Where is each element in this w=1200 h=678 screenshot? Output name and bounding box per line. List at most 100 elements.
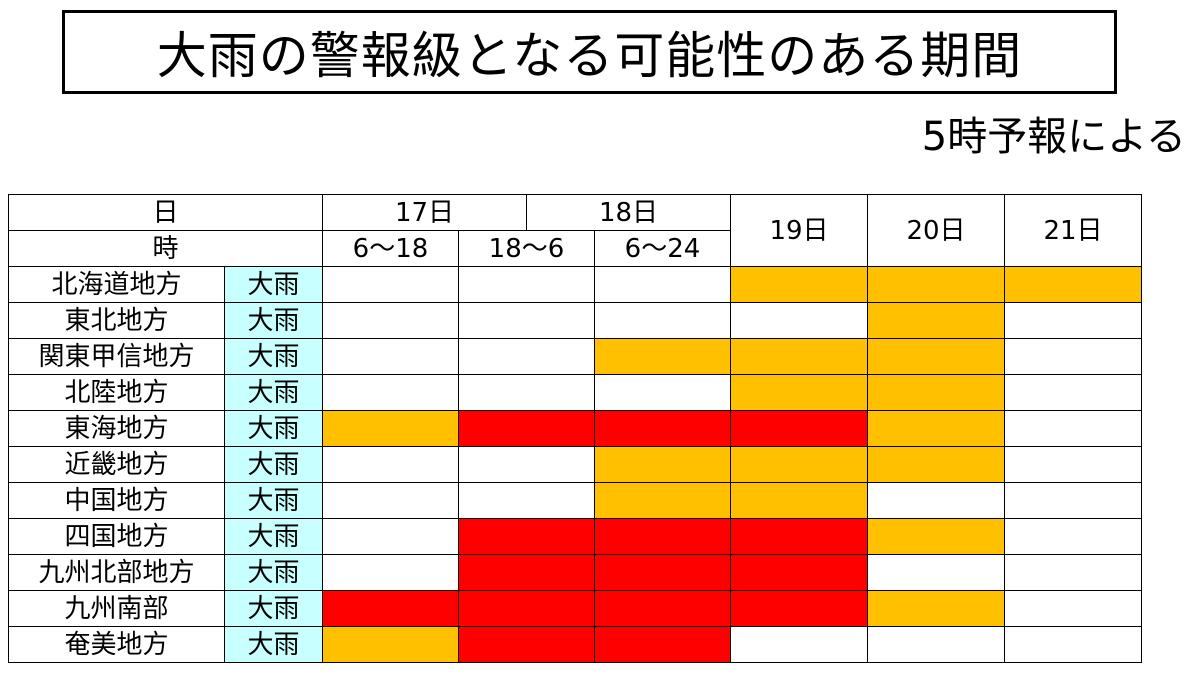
period-cell-d17-6-18 xyxy=(322,302,459,339)
warning-type: 大雨 xyxy=(224,482,323,519)
period-cell-d21 xyxy=(1004,446,1142,483)
period-cell-d21 xyxy=(1004,590,1142,627)
table-row: 奄美地方 大雨 xyxy=(8,626,1142,663)
period-cell-d21 xyxy=(1004,302,1142,339)
header-day-18: 18日 xyxy=(526,194,731,231)
period-cell-d17-6-18 xyxy=(322,590,459,627)
region-name: 九州北部地方 xyxy=(8,554,225,591)
warning-period-table: 日 17日 18日 19日 20日 21日 時 6～18 18～6 6～24 北… xyxy=(8,194,1142,663)
header-day-20: 20日 xyxy=(867,194,1005,267)
region-name: 九州南部 xyxy=(8,590,225,627)
period-cell-d17-18-6 xyxy=(458,554,595,591)
table-row: 中国地方 大雨 xyxy=(8,482,1142,519)
period-cell-d18-6-24 xyxy=(594,554,731,591)
warning-type: 大雨 xyxy=(224,446,323,483)
period-cell-d18-6-24 xyxy=(594,482,731,519)
period-cell-d19 xyxy=(730,518,868,555)
period-cell-d20 xyxy=(867,338,1005,375)
period-cell-d21 xyxy=(1004,338,1142,375)
period-cell-d19 xyxy=(730,446,868,483)
region-name: 東海地方 xyxy=(8,410,225,447)
period-cell-d17-6-18 xyxy=(322,374,459,411)
period-cell-d19 xyxy=(730,338,868,375)
period-cell-d19 xyxy=(730,266,868,303)
table-row: 関東甲信地方 大雨 xyxy=(8,338,1142,375)
period-cell-d17-6-18 xyxy=(322,266,459,303)
period-cell-d20 xyxy=(867,626,1005,663)
period-cell-d18-6-24 xyxy=(594,338,731,375)
period-cell-d20 xyxy=(867,590,1005,627)
region-name: 東北地方 xyxy=(8,302,225,339)
region-name: 近畿地方 xyxy=(8,446,225,483)
header-day-21: 21日 xyxy=(1004,194,1142,267)
period-cell-d20 xyxy=(867,554,1005,591)
period-cell-d21 xyxy=(1004,482,1142,519)
period-cell-d18-6-24 xyxy=(594,518,731,555)
table-row: 北陸地方 大雨 xyxy=(8,374,1142,411)
period-cell-d17-6-18 xyxy=(322,446,459,483)
period-cell-d21 xyxy=(1004,554,1142,591)
period-cell-d20 xyxy=(867,446,1005,483)
period-cell-d17-18-6 xyxy=(458,374,595,411)
period-cell-d21 xyxy=(1004,266,1142,303)
period-cell-d18-6-24 xyxy=(594,626,731,663)
table-row: 東北地方 大雨 xyxy=(8,302,1142,339)
table-row: 東海地方 大雨 xyxy=(8,410,1142,447)
period-cell-d17-18-6 xyxy=(458,626,595,663)
period-cell-d17-6-18 xyxy=(322,482,459,519)
period-cell-d19 xyxy=(730,554,868,591)
period-cell-d20 xyxy=(867,482,1005,519)
period-cell-d18-6-24 xyxy=(594,302,731,339)
warning-type: 大雨 xyxy=(224,410,323,447)
period-cell-d17-18-6 xyxy=(458,338,595,375)
period-cell-d17-18-6 xyxy=(458,446,595,483)
period-cell-d17-18-6 xyxy=(458,266,595,303)
header-period-18: 6～24 xyxy=(594,230,731,267)
period-cell-d17-18-6 xyxy=(458,482,595,519)
warning-type: 大雨 xyxy=(224,626,323,663)
period-cell-d20 xyxy=(867,410,1005,447)
period-cell-d19 xyxy=(730,626,868,663)
period-cell-d19 xyxy=(730,374,868,411)
warning-type: 大雨 xyxy=(224,518,323,555)
warning-type: 大雨 xyxy=(224,338,323,375)
period-cell-d19 xyxy=(730,302,868,339)
period-cell-d18-6-24 xyxy=(594,446,731,483)
warning-type: 大雨 xyxy=(224,374,323,411)
period-cell-d18-6-24 xyxy=(594,374,731,411)
period-cell-d21 xyxy=(1004,518,1142,555)
region-name: 奄美地方 xyxy=(8,626,225,663)
table-row: 北海道地方 大雨 xyxy=(8,266,1142,303)
header-period-17-day: 6～18 xyxy=(322,230,459,267)
period-cell-d18-6-24 xyxy=(594,266,731,303)
period-cell-d19 xyxy=(730,410,868,447)
period-cell-d17-6-18 xyxy=(322,626,459,663)
period-cell-d19 xyxy=(730,590,868,627)
period-cell-d21 xyxy=(1004,626,1142,663)
period-cell-d18-6-24 xyxy=(594,590,731,627)
period-cell-d20 xyxy=(867,302,1005,339)
region-name: 関東甲信地方 xyxy=(8,338,225,375)
period-cell-d17-18-6 xyxy=(458,302,595,339)
header-row-day: 日 17日 18日 19日 20日 21日 xyxy=(8,194,1142,267)
period-cell-d17-6-18 xyxy=(322,410,459,447)
header-period-17-night: 18～6 xyxy=(458,230,595,267)
period-cell-d17-6-18 xyxy=(322,554,459,591)
header-time-label: 時 xyxy=(8,230,323,267)
period-cell-d17-6-18 xyxy=(322,518,459,555)
table-row: 四国地方 大雨 xyxy=(8,518,1142,555)
period-cell-d17-18-6 xyxy=(458,410,595,447)
period-cell-d20 xyxy=(867,266,1005,303)
table-row: 近畿地方 大雨 xyxy=(8,446,1142,483)
period-cell-d21 xyxy=(1004,410,1142,447)
period-cell-d17-6-18 xyxy=(322,338,459,375)
header-day-17: 17日 xyxy=(322,194,527,231)
warning-type: 大雨 xyxy=(224,266,323,303)
header-day-label: 日 xyxy=(8,194,323,231)
period-cell-d17-18-6 xyxy=(458,518,595,555)
region-name: 北陸地方 xyxy=(8,374,225,411)
region-name: 中国地方 xyxy=(8,482,225,519)
period-cell-d17-18-6 xyxy=(458,590,595,627)
warning-type: 大雨 xyxy=(224,590,323,627)
forecast-source-label: 5時予報による xyxy=(921,114,1186,160)
